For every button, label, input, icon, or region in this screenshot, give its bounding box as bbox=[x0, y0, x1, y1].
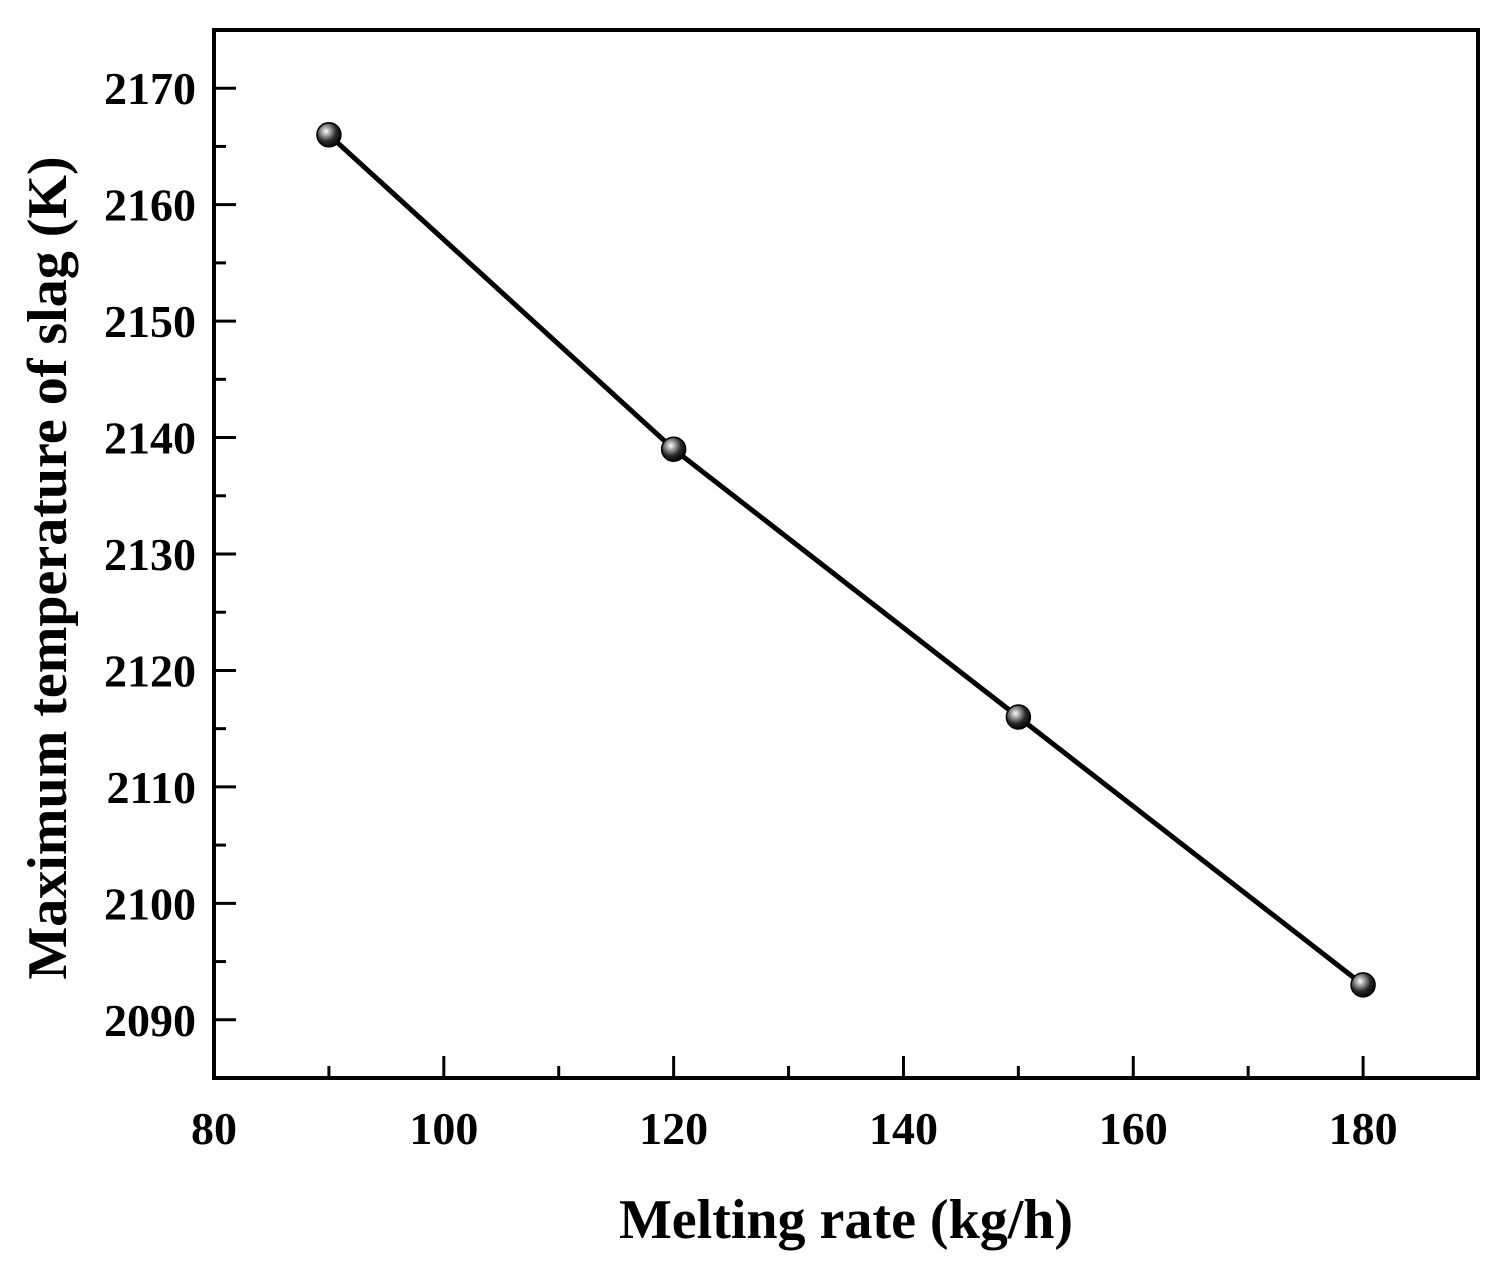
x-tick-label: 80 bbox=[191, 1103, 237, 1154]
y-tick-label: 2140 bbox=[104, 413, 196, 464]
data-point bbox=[660, 436, 687, 462]
data-point bbox=[1350, 972, 1376, 998]
y-tick-label: 2110 bbox=[107, 762, 196, 813]
y-tick-label: 2090 bbox=[104, 995, 196, 1046]
axis-ticks bbox=[212, 86, 1365, 1078]
x-tick-label: 100 bbox=[409, 1103, 478, 1154]
x-tick-label: 140 bbox=[869, 1103, 938, 1154]
y-tick-label: 2150 bbox=[104, 296, 196, 347]
y-tick-label: 2100 bbox=[104, 878, 196, 929]
tick-labels: 80 100 120 140 160 180 2090 2100 2110 2120 2130 214… bbox=[104, 63, 1398, 1154]
data-point bbox=[316, 122, 342, 148]
x-tick-label: 180 bbox=[1329, 1103, 1398, 1154]
plot-frame bbox=[212, 28, 1480, 1080]
x-tick-label: 160 bbox=[1099, 1103, 1168, 1154]
y-tick-label: 2120 bbox=[104, 645, 196, 696]
y-axis-title: Maximum temperature of slag (K) bbox=[17, 156, 79, 979]
x-axis-title: Melting rate (kg/h) bbox=[619, 1189, 1073, 1251]
x-tick-label: 120 bbox=[639, 1103, 708, 1154]
y-tick-label: 2170 bbox=[104, 63, 196, 114]
y-tick-label: 2130 bbox=[104, 529, 196, 580]
series-layer bbox=[316, 122, 1376, 998]
series-line bbox=[327, 132, 1365, 987]
data-point bbox=[1005, 704, 1032, 730]
y-tick-label: 2160 bbox=[104, 180, 196, 231]
